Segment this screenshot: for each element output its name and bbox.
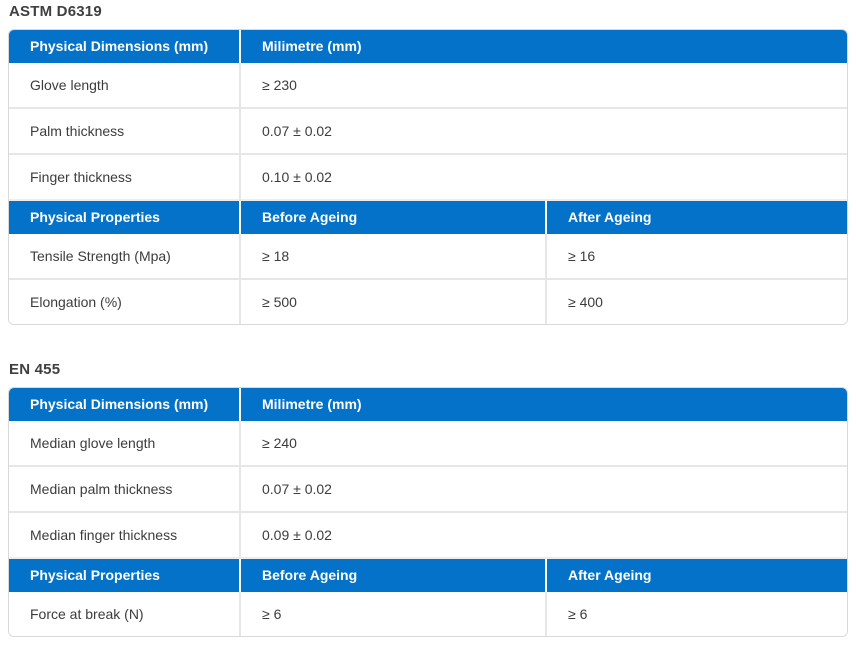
dimension-label: Palm thickness [9,107,240,154]
dimension-value: 0.09 ± 0.02 [239,511,847,558]
section-en-455: EN 455 Physical Dimensions (mm) Milimetr… [8,361,848,637]
dimension-value: 0.10 ± 0.02 [239,153,847,200]
table-row: Median palm thickness 0.07 ± 0.02 [9,465,847,512]
table-row: Force at break (N) ≥ 6 ≥ 6 [9,592,847,636]
column-header-physical-dimensions: Physical Dimensions (mm) [9,388,240,421]
table-row: Median glove length ≥ 240 [9,421,847,466]
column-header-physical-properties: Physical Properties [9,199,240,234]
en455-spec-table: Physical Dimensions (mm) Milimetre (mm) … [8,387,848,637]
column-header-before-ageing: Before Ageing [239,557,546,592]
column-header-before-ageing: Before Ageing [239,199,546,234]
property-value-before: ≥ 18 [239,234,546,279]
column-header-milimetre: Milimetre (mm) [239,30,847,63]
column-header-after-ageing: After Ageing [545,557,847,592]
table-row: Finger thickness 0.10 ± 0.02 [9,153,847,200]
column-header-after-ageing: After Ageing [545,199,847,234]
property-value-after: ≥ 16 [545,234,847,279]
dimension-label: Finger thickness [9,153,240,200]
dimension-label: Median finger thickness [9,511,240,558]
dimension-label: Median glove length [9,421,240,466]
properties-header-row: Physical Properties Before Ageing After … [9,199,847,234]
dimension-value: ≥ 240 [239,421,847,466]
dimension-value: ≥ 230 [239,63,847,108]
table-row: Tensile Strength (Mpa) ≥ 18 ≥ 16 [9,234,847,279]
property-value-before: ≥ 500 [239,278,546,324]
property-label: Elongation (%) [9,278,240,324]
table-row: Median finger thickness 0.09 ± 0.02 [9,511,847,558]
table-row: Elongation (%) ≥ 500 ≥ 400 [9,278,847,324]
column-header-physical-properties: Physical Properties [9,557,240,592]
property-label: Force at break (N) [9,592,240,636]
dimension-label: Median palm thickness [9,465,240,512]
section-astm-d6319: ASTM D6319 Physical Dimensions (mm) Mili… [8,3,848,325]
property-value-after: ≥ 6 [545,592,847,636]
astm-spec-table: Physical Dimensions (mm) Milimetre (mm) … [8,29,848,325]
properties-header-row: Physical Properties Before Ageing After … [9,557,847,592]
column-header-milimetre: Milimetre (mm) [239,388,847,421]
column-header-physical-dimensions: Physical Dimensions (mm) [9,30,240,63]
property-label: Tensile Strength (Mpa) [9,234,240,279]
table-row: Glove length ≥ 230 [9,63,847,108]
dimension-label: Glove length [9,63,240,108]
section-heading-en455: EN 455 [9,361,61,378]
table-row: Palm thickness 0.07 ± 0.02 [9,107,847,154]
section-heading-astm: ASTM D6319 [9,3,102,20]
property-value-before: ≥ 6 [239,592,546,636]
dimension-value: 0.07 ± 0.02 [239,465,847,512]
property-value-after: ≥ 400 [545,278,847,324]
dimensions-header-row: Physical Dimensions (mm) Milimetre (mm) [9,388,847,421]
dimensions-header-row: Physical Dimensions (mm) Milimetre (mm) [9,30,847,63]
dimension-value: 0.07 ± 0.02 [239,107,847,154]
